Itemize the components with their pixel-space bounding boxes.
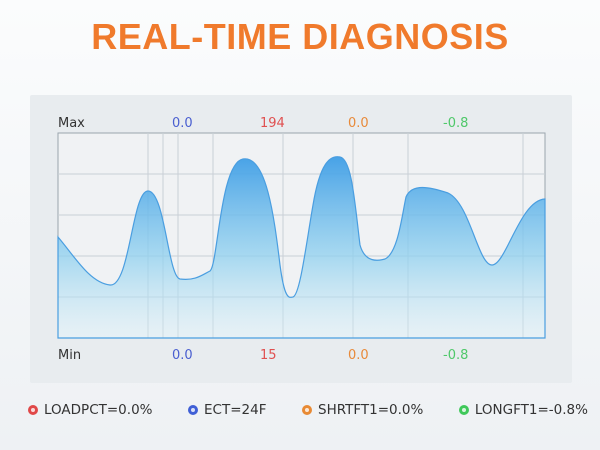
sensor-legend: LOADPCT=0.0% ECT=24F SHRTFT1=0.0% LONGFT…	[28, 398, 588, 422]
max-label: Max	[58, 116, 85, 131]
legend-label-shrtft1: SHRTFT1=0.0%	[318, 402, 424, 418]
legend-item-loadpct[interactable]: LOADPCT=0.0%	[28, 402, 152, 418]
ect-dot-icon	[188, 405, 199, 415]
min-value-longft1: -0.8	[443, 348, 468, 363]
legend-item-ect[interactable]: ECT=24F	[188, 402, 266, 418]
diagnosis-graph-panel: Max 0.0 194 0.0 -0.8 Min 0.0 15 0.0 -0.8	[30, 95, 572, 383]
loadpct-dot-icon	[28, 405, 38, 415]
waveform-chart: Max 0.0 194 0.0 -0.8 Min 0.0 15 0.0 -0.8	[57, 116, 546, 363]
min-value-ect: 15	[260, 348, 277, 363]
min-value-shrtft1: 0.0	[348, 348, 369, 363]
legend-item-longft1[interactable]: LONGFT1=-0.8%	[458, 402, 588, 418]
max-value-ect: 194	[260, 116, 285, 131]
max-value-loadpct: 0.0	[172, 116, 193, 131]
shrtft1-dot-icon	[302, 405, 313, 415]
legend-item-shrtft1[interactable]: SHRTFT1=0.0%	[302, 402, 423, 418]
max-value-longft1: -0.8	[443, 116, 468, 131]
waveform-area	[57, 156, 546, 339]
longft1-dot-icon	[458, 405, 469, 415]
legend-label-loadpct: LOADPCT=0.0%	[44, 402, 153, 418]
min-label: Min	[58, 348, 81, 363]
legend-label-longft1: LONGFT1=-0.8%	[474, 402, 588, 418]
legend-label-ect: ECT=24F	[204, 402, 267, 418]
page-title: REAL-TIME DIAGNOSIS	[91, 16, 509, 57]
max-value-shrtft1: 0.0	[348, 116, 369, 131]
min-value-loadpct: 0.0	[172, 348, 193, 363]
